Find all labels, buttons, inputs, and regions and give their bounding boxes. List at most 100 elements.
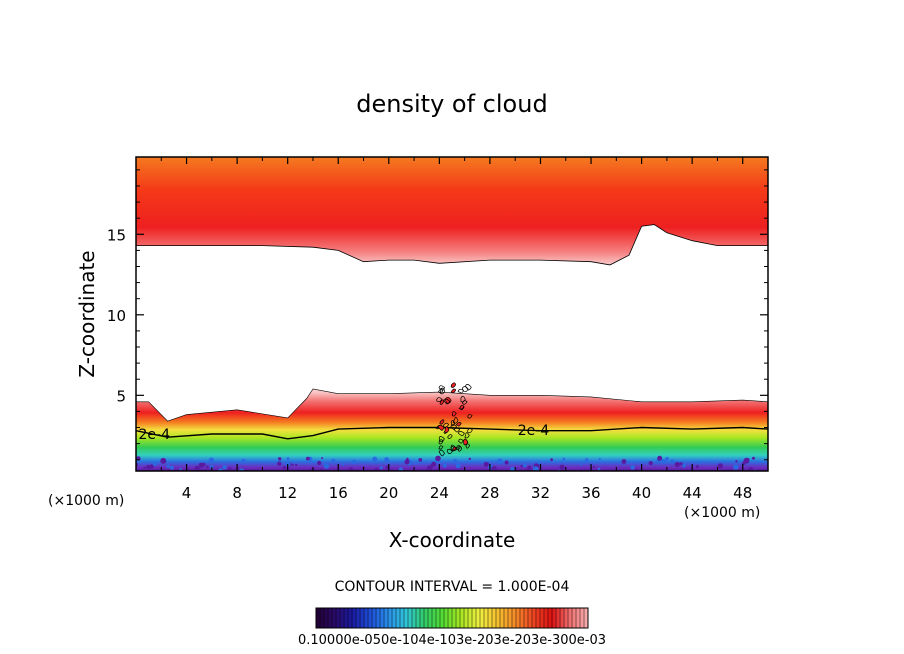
cloud-base-speckle <box>483 461 489 467</box>
colorbar-frame <box>315 607 589 629</box>
turbulence-contour-mark <box>458 438 464 444</box>
x-tick-label: 8 <box>232 484 242 502</box>
cloud-base-speckle <box>627 460 631 464</box>
turbulence-contour-mark <box>444 426 450 434</box>
cloud-base-speckle <box>404 459 410 465</box>
cloud-base-speckle <box>522 463 527 468</box>
turbulence-contour-mark <box>438 449 445 457</box>
cloud-base-speckle <box>550 458 553 462</box>
cloud-base-speckle <box>152 461 158 467</box>
cloud-base-speckle <box>585 458 589 462</box>
contour-line-2e-4 <box>136 426 768 440</box>
turbulence-contour-mark <box>450 420 456 427</box>
cloud-base-speckle <box>194 465 200 471</box>
cloud-base-speckle <box>379 466 383 470</box>
x-tick-label: 32 <box>531 484 550 502</box>
y-tick-label: 15 <box>107 226 126 244</box>
cloud-base-speckle <box>593 465 596 468</box>
cloud-base-speckle <box>198 462 204 468</box>
upper-cloud-fill <box>136 157 768 265</box>
lower-cloud-fill <box>136 388 768 471</box>
cloud-base-speckle <box>222 464 227 470</box>
turbulence-contour-mark <box>463 438 469 446</box>
cloud-base-speckle <box>149 464 154 469</box>
cloud-base-speckle <box>661 459 667 464</box>
cloud-base-speckle <box>697 460 701 464</box>
cloud-base-speckle <box>206 465 209 468</box>
turbulence-contour-mark <box>443 398 451 405</box>
x-tick-label: 40 <box>632 484 651 502</box>
cloud-base-speckle <box>455 463 461 469</box>
y-axis-label: Z-coordinate <box>75 250 99 377</box>
cloud-base-speckle <box>295 463 298 467</box>
contour-label: 2e-4 <box>139 427 171 443</box>
x-tick-label: 12 <box>278 484 297 502</box>
cloud-base-speckle <box>674 461 680 468</box>
turbulence-contour-mark <box>457 388 465 394</box>
x-tick-label: 28 <box>480 484 499 502</box>
cloud-base-speckle <box>504 460 509 465</box>
cloud-base-speckle <box>384 457 390 463</box>
cloud-base-speckle <box>637 460 641 464</box>
cloud-base-speckle <box>406 457 409 461</box>
y-tick-label: 10 <box>107 307 126 325</box>
plot-frame <box>135 156 769 472</box>
x-tick-label: 24 <box>430 484 449 502</box>
cloud-base-speckle <box>695 465 699 469</box>
cloud-base-speckle <box>598 457 601 461</box>
cloud-base-speckle <box>427 465 433 471</box>
turbulence-contour-mark <box>439 399 444 405</box>
cloud-base-speckle <box>241 458 246 463</box>
cloud-base-speckle <box>282 466 286 470</box>
turbulence-contour-mark <box>467 427 473 434</box>
x-tick-label: 20 <box>379 484 398 502</box>
cloud-base-speckle <box>679 462 683 466</box>
cloud-base-speckle <box>657 455 663 461</box>
turbulence-contour-mark <box>461 386 469 393</box>
cloud-base-speckle <box>750 467 754 470</box>
turbulence-contour-mark <box>439 387 446 395</box>
cloud-base-speckle <box>374 467 379 471</box>
cloud-base-speckle <box>160 457 167 464</box>
turbulence-contour-mark <box>438 436 445 442</box>
cloud-base-speckle <box>583 461 587 464</box>
x-tick-label: 44 <box>683 484 702 502</box>
chart-title: density of cloud <box>356 90 547 118</box>
x-unit-label-right: (×1000 m) <box>684 505 760 521</box>
x-axis-label: X-coordinate <box>389 528 516 552</box>
turbulence-contour-mark <box>450 388 457 394</box>
cloud-base-speckle <box>682 463 686 468</box>
cloud-base-speckle <box>291 463 294 466</box>
cloud-base-speckle <box>208 457 215 463</box>
cloud-base-speckle <box>317 460 322 466</box>
cloud-base-speckle <box>143 466 146 469</box>
cloud-base-speckle <box>443 463 447 468</box>
cloud-base-speckle <box>733 464 739 470</box>
cloud-base-speckle <box>597 467 601 471</box>
turbulence-contour-mark <box>436 397 443 403</box>
cloud-base-speckle <box>305 456 310 461</box>
cloud-base-speckle <box>510 466 515 471</box>
cloud-base-speckle <box>286 457 290 461</box>
cloud-base-speckle <box>648 461 653 466</box>
cloud-base-speckle <box>320 468 323 471</box>
turbulence-contour-mark <box>458 405 465 410</box>
cloud-base-speckle <box>752 456 755 460</box>
cloud-base-speckle <box>278 457 282 461</box>
cloud-base-speckle <box>630 465 635 470</box>
turbulence-contour-mark <box>464 432 470 439</box>
turbulence-contour-mark <box>465 443 470 449</box>
turbulence-contour-mark <box>460 395 466 403</box>
cloud-base-speckle <box>526 468 529 471</box>
x-tick-label: 36 <box>581 484 600 502</box>
cloud-base-speckle <box>537 461 540 464</box>
turbulence-contour-mark <box>443 422 450 428</box>
x-tick-labels: 4 8 12 16 20 24 28 32 36 40 44 48 <box>182 484 752 502</box>
cloud-base-speckle <box>735 460 738 463</box>
cloud-base-speckle <box>277 461 282 466</box>
cloud-base-speckle <box>331 458 336 463</box>
turbulence-contour-mark <box>437 424 445 431</box>
turbulence-contour-mark <box>453 427 461 433</box>
turbulence-contour-mark <box>450 424 457 430</box>
